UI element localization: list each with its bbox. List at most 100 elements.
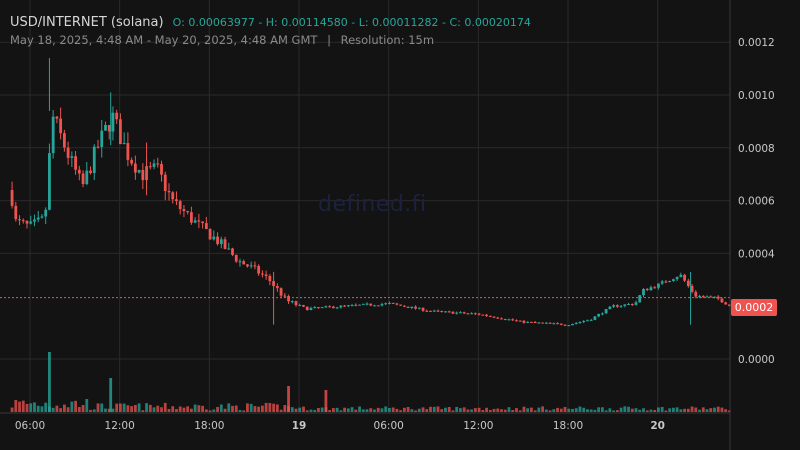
volume-bar	[148, 404, 152, 412]
volume-bar	[492, 408, 496, 412]
candle-body	[679, 274, 683, 277]
volume-bar	[246, 403, 249, 412]
candle-body	[578, 321, 582, 323]
volume-bar	[227, 403, 231, 412]
volume-bar	[175, 409, 178, 412]
candle-body	[77, 169, 81, 174]
volume-bar	[619, 407, 623, 412]
volume-bar	[380, 408, 384, 412]
candle-body	[563, 324, 567, 326]
candle-body	[705, 296, 709, 298]
candle-body	[376, 305, 380, 307]
candle-body	[571, 323, 574, 326]
candle-body	[190, 212, 193, 223]
candle-body	[48, 153, 51, 210]
volume-bar	[533, 410, 537, 412]
volume-bar	[615, 410, 619, 412]
candle-body	[279, 288, 283, 296]
volume-bar	[578, 406, 582, 412]
candle-body	[126, 143, 130, 160]
candle-body	[231, 248, 234, 255]
candle-body	[645, 288, 649, 291]
volume-bar	[373, 409, 376, 412]
candle-body	[459, 312, 462, 314]
candle-body	[309, 308, 313, 311]
volume-bar	[720, 407, 724, 412]
candle-body	[260, 273, 264, 275]
volume-bar	[500, 409, 503, 412]
candle-body	[511, 319, 515, 321]
candle-body	[485, 314, 488, 316]
volume-bar	[638, 409, 642, 412]
volume-bar	[440, 409, 444, 412]
candle-body	[533, 322, 537, 324]
candle-body	[683, 274, 686, 281]
volume-bar	[62, 404, 66, 412]
price-tick-label: 0.0004	[738, 248, 775, 260]
candle-body	[246, 264, 249, 267]
volume-bar	[305, 410, 309, 412]
candle-body	[567, 325, 571, 327]
candle-body	[496, 317, 500, 319]
volume-bar	[582, 407, 586, 412]
candle-body	[18, 219, 21, 221]
volume-bar	[331, 408, 335, 412]
chart-header: USD/INTERNET (solana) O: 0.00063977 - H:…	[10, 11, 531, 30]
volume-bar	[414, 410, 417, 412]
candle-body	[36, 217, 40, 220]
candle-body	[470, 313, 474, 315]
candle-body	[492, 316, 496, 318]
volume-bar	[432, 406, 436, 412]
volume-bar	[163, 402, 167, 412]
candle-body	[623, 304, 627, 306]
candle-body	[522, 320, 526, 323]
candle-body	[186, 211, 190, 213]
volume-bar	[290, 407, 294, 412]
volume-bar	[459, 408, 462, 412]
volume-bar	[346, 408, 350, 412]
candle-body	[414, 306, 417, 309]
volume-bar	[302, 406, 305, 412]
volume-bar	[92, 409, 96, 412]
volume-bar	[249, 403, 253, 412]
time-tick-label: 06:00	[374, 420, 404, 432]
candle-body	[152, 163, 156, 167]
volume-bar	[668, 408, 672, 412]
candle-body	[29, 221, 33, 224]
candle-body	[391, 302, 395, 304]
candle-body	[552, 323, 556, 325]
candle-body	[653, 287, 657, 289]
candle-body	[530, 321, 533, 323]
pair-title: USD/INTERNET (solana)	[10, 15, 164, 30]
candle-body	[137, 170, 141, 173]
price-tick-label: 0.0008	[738, 143, 775, 155]
candle-body	[574, 322, 578, 324]
candle-body	[219, 239, 223, 245]
candle-body	[361, 303, 365, 305]
volume-bar	[574, 408, 578, 412]
volume-bar	[597, 407, 601, 412]
volume-bar	[589, 409, 593, 412]
candle-body	[544, 322, 548, 324]
volume-bar	[320, 407, 324, 412]
separator: |	[327, 33, 331, 47]
volume-bar	[216, 406, 219, 412]
candle-body	[515, 320, 518, 322]
volume-bar	[361, 409, 365, 412]
time-tick-label: 20	[650, 420, 665, 432]
volume-bar	[70, 401, 74, 412]
candle-body	[627, 304, 630, 306]
volume-bar	[264, 402, 268, 412]
volume-bar	[552, 409, 556, 412]
price-tick-label: 0.0012	[738, 37, 775, 49]
time-tick-label: 12:00	[463, 420, 493, 432]
watermark: defined.fi	[318, 192, 427, 217]
volume-bar	[354, 409, 358, 412]
candle-body	[160, 163, 163, 175]
volume-bar	[544, 409, 548, 412]
volume-bar	[694, 407, 698, 412]
candle-body	[130, 159, 134, 164]
volume-bar	[89, 409, 92, 412]
volume-bar	[111, 408, 115, 412]
